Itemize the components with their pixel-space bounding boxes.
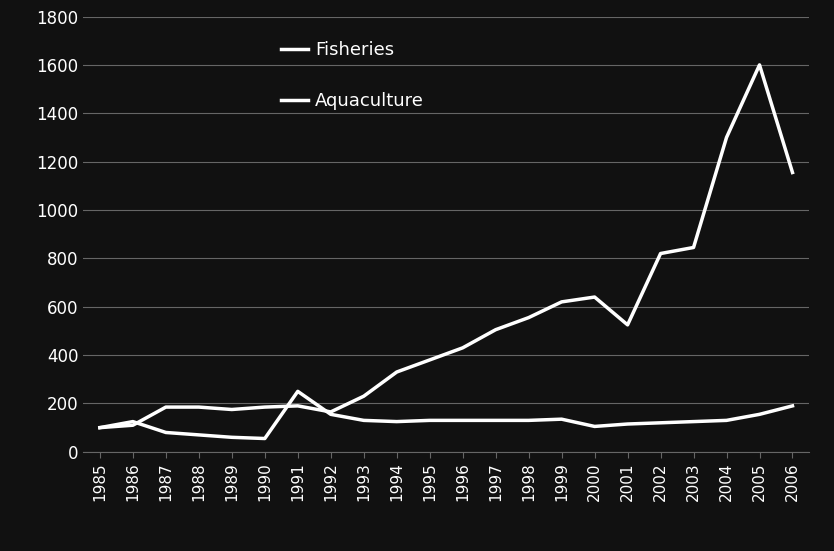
Fisheries	[95, 424, 105, 431]
Fisheries	[227, 434, 237, 441]
Aquaculture	[128, 422, 138, 429]
Aquaculture	[326, 409, 336, 415]
Aquaculture	[755, 62, 765, 68]
Line: Fisheries: Fisheries	[100, 391, 792, 439]
Fisheries	[326, 411, 336, 418]
Aquaculture	[689, 244, 699, 251]
Aquaculture	[458, 344, 468, 351]
Aquaculture	[656, 250, 666, 257]
Aquaculture	[623, 322, 633, 328]
Fisheries	[490, 417, 500, 424]
Fisheries	[458, 417, 468, 424]
Fisheries	[721, 417, 731, 424]
Aquaculture	[490, 326, 500, 333]
Aquaculture	[392, 369, 402, 375]
Fisheries	[755, 411, 765, 418]
Aquaculture	[193, 404, 203, 410]
Fisheries	[556, 416, 566, 423]
Fisheries	[293, 388, 303, 395]
Aquaculture	[161, 404, 171, 410]
Fisheries	[787, 403, 797, 409]
Aquaculture	[227, 406, 237, 413]
Fisheries	[259, 435, 269, 442]
Line: Aquaculture: Aquaculture	[100, 65, 792, 428]
Aquaculture	[721, 134, 731, 141]
Fisheries	[623, 421, 633, 428]
Fisheries	[359, 417, 369, 424]
Aquaculture	[787, 169, 797, 176]
Fisheries	[128, 418, 138, 425]
Fisheries	[392, 418, 402, 425]
Aquaculture	[590, 294, 600, 300]
Fisheries	[524, 417, 534, 424]
Aquaculture	[425, 356, 435, 363]
Aquaculture	[95, 424, 105, 431]
Fisheries	[161, 429, 171, 436]
Aquaculture	[556, 299, 566, 305]
Fisheries	[590, 423, 600, 430]
Fisheries	[689, 418, 699, 425]
Fisheries	[656, 419, 666, 426]
Aquaculture	[359, 393, 369, 399]
Legend: Fisheries, Aquaculture: Fisheries, Aquaculture	[274, 34, 431, 117]
Aquaculture	[524, 314, 534, 321]
Aquaculture	[259, 404, 269, 410]
Fisheries	[425, 417, 435, 424]
Fisheries	[193, 431, 203, 438]
Aquaculture	[293, 403, 303, 409]
